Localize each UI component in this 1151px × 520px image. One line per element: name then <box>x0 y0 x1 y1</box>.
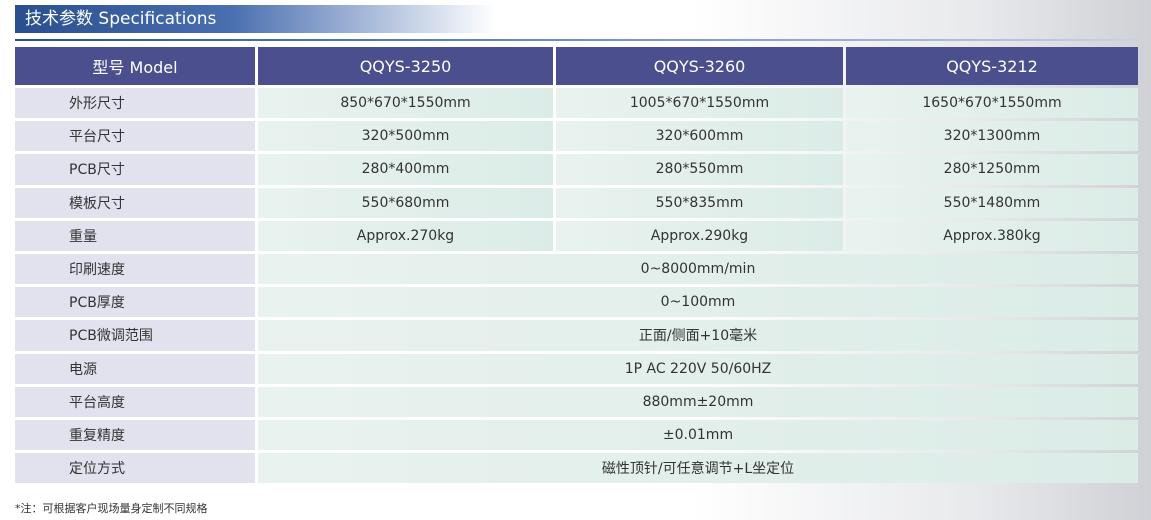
row-label: 模板尺寸 <box>15 187 255 218</box>
header-cell: QQYS-3212 <box>846 47 1138 85</box>
value-cell: 850*670*1550mm <box>258 88 553 119</box>
row-label: 电源 <box>15 353 255 384</box>
value-cell: 550*680mm <box>258 187 553 218</box>
value-cell: 550*835mm <box>556 187 843 218</box>
value-cell: 880mm±20mm <box>258 386 1138 417</box>
value-cell: 0~8000mm/min <box>258 254 1138 285</box>
section-title: 技术参数 Specifications <box>15 5 495 33</box>
row-label: PCB微调范围 <box>15 320 255 351</box>
value-cell: 1650*670*1550mm <box>846 88 1138 119</box>
value-cell: 1005*670*1550mm <box>556 88 843 119</box>
value-cell: ±0.01mm <box>258 420 1138 451</box>
divider <box>15 39 1138 41</box>
value-cell: 550*1480mm <box>846 187 1138 218</box>
value-cell: 280*400mm <box>258 154 553 185</box>
header-cell: QQYS-3250 <box>258 47 553 85</box>
row-label: PCB尺寸 <box>15 154 255 185</box>
value-cell: Approx.380kg <box>846 220 1138 251</box>
row-label: PCB厚度 <box>15 287 255 318</box>
row-label: 重复精度 <box>15 420 255 451</box>
row-label: 外形尺寸 <box>15 88 255 119</box>
footnote: *注：可根据客户现场量身定制不同规格 <box>15 502 208 515</box>
value-cell: 320*1300mm <box>846 121 1138 152</box>
row-label: 平台尺寸 <box>15 121 255 152</box>
value-cell: Approx.290kg <box>556 220 843 251</box>
value-cell: 正面/侧面+10毫米 <box>258 320 1138 351</box>
header-cell: 型号 Model <box>15 47 255 85</box>
value-cell: Approx.270kg <box>258 220 553 251</box>
header-cell: QQYS-3260 <box>556 47 843 85</box>
value-cell: 0~100mm <box>258 287 1138 318</box>
row-label: 印刷速度 <box>15 254 255 285</box>
value-cell: 1P AC 220V 50/60HZ <box>258 353 1138 384</box>
value-cell: 磁性顶针/可任意调节+L坐定位 <box>258 453 1138 484</box>
row-label: 定位方式 <box>15 453 255 484</box>
value-cell: 280*550mm <box>556 154 843 185</box>
row-label: 重量 <box>15 220 255 251</box>
value-cell: 320*600mm <box>556 121 843 152</box>
value-cell: 320*500mm <box>258 121 553 152</box>
row-label: 平台高度 <box>15 386 255 417</box>
value-cell: 280*1250mm <box>846 154 1138 185</box>
